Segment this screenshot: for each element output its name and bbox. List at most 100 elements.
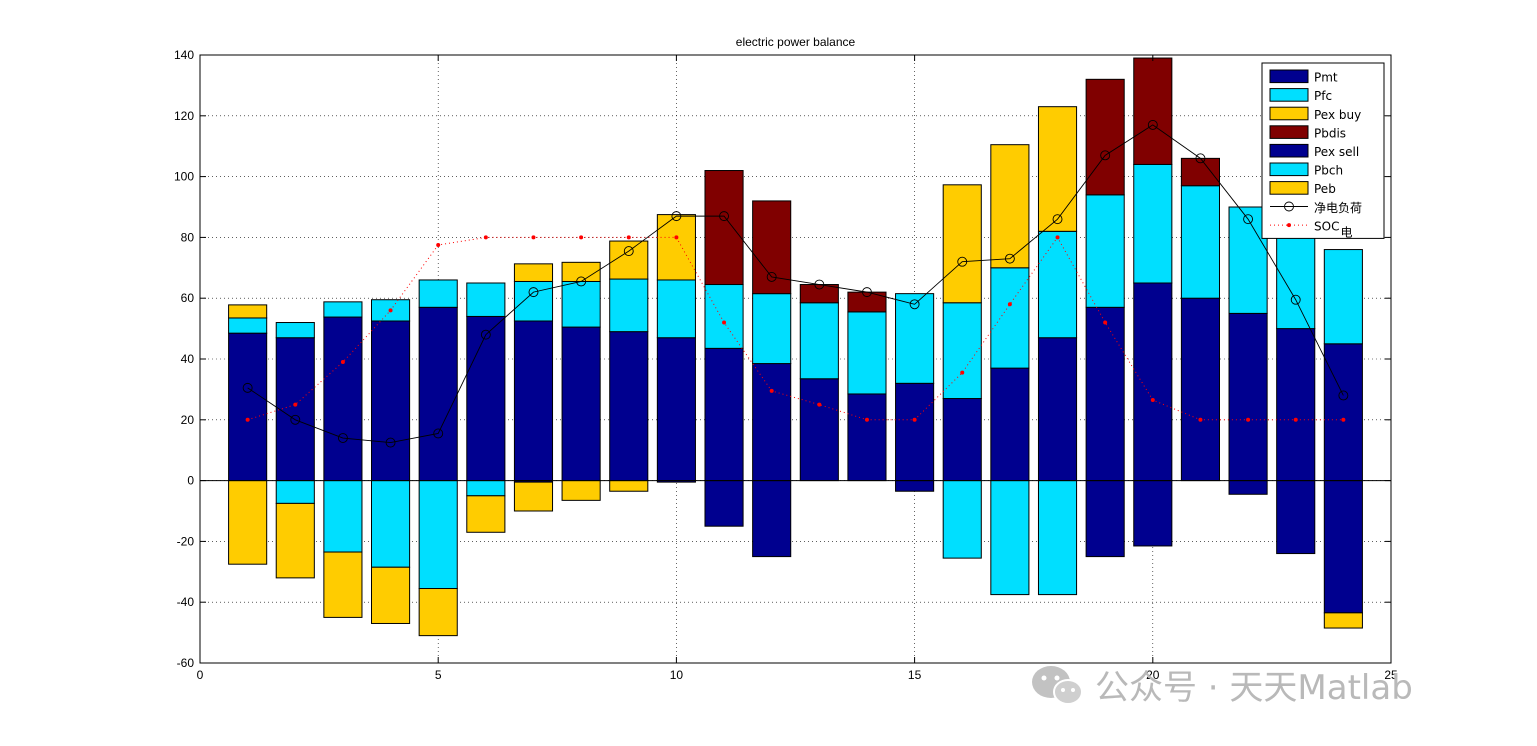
line-point xyxy=(1195,153,1206,164)
bar-pfc xyxy=(1180,185,1220,299)
legend-swatch xyxy=(1269,88,1309,102)
soc-point xyxy=(1341,417,1346,422)
bar-peb xyxy=(1323,612,1363,629)
bar-pmt xyxy=(418,306,458,482)
bar-peb xyxy=(275,502,315,579)
bar-pmt xyxy=(1133,282,1173,482)
bar-peb xyxy=(418,588,458,637)
bar-peb xyxy=(513,481,554,512)
bar-pbch xyxy=(942,480,982,559)
bar-pbch xyxy=(275,480,315,504)
bar-pbdis xyxy=(1085,78,1125,196)
bar-pfc xyxy=(704,284,744,349)
y-tick-label: 120 xyxy=(174,109,194,123)
soc-point xyxy=(388,308,393,313)
bar-pmt xyxy=(228,332,268,482)
legend-marker xyxy=(1287,223,1291,228)
bar-pfc xyxy=(895,293,935,384)
legend-label-subscript: 电 xyxy=(1340,225,1352,239)
y-tick-label: 140 xyxy=(174,48,194,62)
bar-peb xyxy=(561,480,601,501)
soc-point xyxy=(912,417,917,422)
bar-pfc xyxy=(752,293,792,365)
line-point xyxy=(814,279,825,290)
line-point xyxy=(1004,253,1015,264)
bar-pfc xyxy=(323,301,363,318)
bar-pex-buy xyxy=(1037,106,1078,232)
bar-pex-sell xyxy=(704,480,744,527)
bar-pmt xyxy=(752,363,792,482)
bar-pfc xyxy=(847,311,887,395)
line-point xyxy=(1243,214,1254,225)
bar-peb xyxy=(609,480,649,492)
legend-label: Peb xyxy=(1314,182,1336,196)
x-tick-label: 10 xyxy=(670,668,684,682)
soc-point xyxy=(483,235,488,240)
legend-label: Pmt xyxy=(1314,71,1338,85)
soc-point xyxy=(960,370,965,375)
y-tick-label: 80 xyxy=(181,230,195,244)
bar-pex-sell xyxy=(1085,480,1125,558)
line-point xyxy=(1338,390,1349,401)
bar-pex-sell xyxy=(1133,480,1173,547)
legend-swatch xyxy=(1269,162,1309,177)
bar-pbch xyxy=(1037,480,1078,596)
bar-pmt xyxy=(371,320,411,482)
bar-pmt xyxy=(847,393,887,482)
watermark-text: 公众号 · 天天Matlab xyxy=(1095,668,1413,708)
y-tick-label: 0 xyxy=(187,474,194,488)
legend-label: SOC xyxy=(1314,219,1339,233)
soc-point xyxy=(722,320,727,325)
bar-pmt xyxy=(609,331,649,482)
bar-pex-buy xyxy=(228,304,268,319)
y-tick-label: -60 xyxy=(177,656,195,670)
bar-pmt xyxy=(942,398,982,482)
soc-point xyxy=(293,402,298,407)
bar-pex-buy xyxy=(609,240,649,280)
legend-swatch xyxy=(1269,106,1309,121)
bar-pmt xyxy=(1323,343,1363,482)
bar-pbch xyxy=(323,480,363,553)
bar-pex-buy xyxy=(513,263,554,282)
line-point xyxy=(433,428,444,439)
bar-pfc xyxy=(609,278,649,333)
line-series xyxy=(242,119,1349,448)
soc-point xyxy=(1293,417,1298,422)
bar-pfc xyxy=(228,317,268,334)
line-point xyxy=(766,271,777,282)
soc-point xyxy=(245,417,250,422)
series-line-1 xyxy=(247,236,1344,421)
line-point xyxy=(1147,119,1158,130)
legend-swatch xyxy=(1269,125,1309,139)
bar-pfc xyxy=(466,282,506,317)
bar-pbch xyxy=(418,480,458,590)
legend-swatch xyxy=(1269,143,1309,158)
legend-label: Pbch xyxy=(1314,164,1343,178)
bar-pfc xyxy=(799,302,839,380)
soc-point xyxy=(1150,398,1155,403)
legend-swatch xyxy=(1269,181,1309,195)
bar-pmt xyxy=(704,347,744,482)
x-tick-label: 25 xyxy=(1384,668,1398,682)
line-point xyxy=(1290,294,1301,305)
soc-point xyxy=(1103,320,1108,325)
x-tick-label: 5 xyxy=(435,668,442,682)
line-point xyxy=(719,211,729,222)
bar-peb xyxy=(371,566,411,624)
bar-pmt xyxy=(561,326,601,482)
line-point xyxy=(528,287,539,298)
line-point xyxy=(957,256,968,267)
bar-series xyxy=(228,57,1363,637)
bar-pmt xyxy=(1085,306,1125,482)
legend: Pmt Pfc Pex buy Pbdis Pex sell Pbch Peb 净电负荷 SOC… xyxy=(1261,62,1385,239)
soc-point xyxy=(436,243,441,247)
bar-pfc xyxy=(1037,230,1078,339)
bar-peb xyxy=(228,480,268,565)
bar-pmt xyxy=(656,337,696,482)
soc-point xyxy=(864,417,869,422)
bar-pfc xyxy=(942,302,982,400)
legend-label: Pex sell xyxy=(1314,145,1359,159)
bar-pmt xyxy=(513,320,554,482)
soc-point xyxy=(1246,417,1251,422)
bar-pmt xyxy=(1037,337,1078,482)
